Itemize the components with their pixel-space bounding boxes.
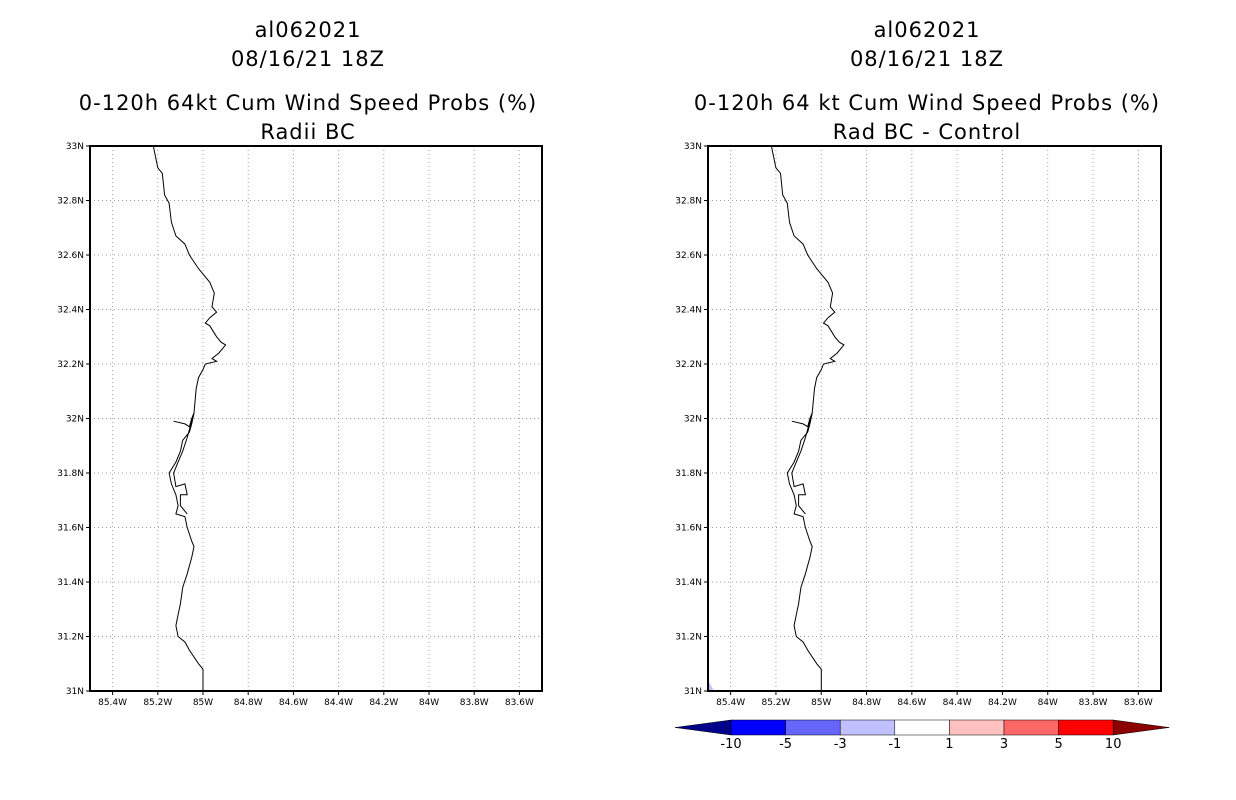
- left-lat-label: 31.4N: [57, 578, 84, 588]
- right-lat-label: 31.6N: [675, 524, 702, 534]
- right-coastline-inner: [791, 412, 813, 515]
- colorbar-swatch: [730, 719, 786, 736]
- colorbar-label: -3: [834, 737, 847, 752]
- right-lon-label: 84W: [1038, 698, 1058, 708]
- colorbar-swatch: [949, 719, 1005, 736]
- right-lat-label: 32.8N: [675, 197, 702, 207]
- colorbar-swatch: [839, 719, 896, 736]
- left-product-title: 0-120h 64kt Cum Wind Speed Probs (%): [78, 91, 538, 115]
- right-lat-label: 32.6N: [675, 251, 702, 261]
- colorbar-label: 1: [945, 737, 953, 752]
- right-lat-label: 33N: [684, 142, 702, 152]
- right-subtitle: Rad BC - Control: [832, 120, 1022, 144]
- colorbar-label: 3: [1000, 737, 1008, 752]
- left-coastline-inner: [173, 412, 195, 515]
- left-lon-label: 84.4W: [324, 698, 353, 708]
- left-lat-label: 32.8N: [57, 197, 84, 207]
- right-lon-label: 84.6W: [897, 698, 926, 708]
- left-lat-label: 31.8N: [57, 469, 84, 479]
- left-lat-label: 31.6N: [57, 524, 84, 534]
- right-lon-label: 85.2W: [761, 698, 790, 708]
- right-storm-id: al062021: [873, 18, 981, 42]
- left-lat-label: 31.2N: [57, 633, 84, 643]
- left-lon-label: 85W: [193, 698, 213, 708]
- colorbar-swatch: [1058, 719, 1114, 736]
- right-lat-label: 31N: [684, 687, 702, 697]
- left-lat-labels: 33N 32.8N 32.6N 32.4N 32.2N 32N 31.8N 31.6N 31.4…: [57, 142, 90, 697]
- colorbar-label: 5: [1054, 737, 1062, 752]
- right-lon-labels: 85.4W 85.2W 85W 84.8W 84.6W 84.4W 84.2W 84W 83.8…: [716, 691, 1153, 708]
- colorbar-label: 10: [1105, 737, 1122, 752]
- colorbar-swatch: [894, 719, 950, 736]
- left-lon-labels: 85.4W 85.2W 85W 84.8W 84.6W 84.4W 84.2W 84W 83.8…: [98, 691, 534, 708]
- right-lon-label: 84.8W: [852, 698, 881, 708]
- right-panel-title-block: al062021 08/16/21 18Z 0-120h 64 kt Cum W…: [667, 16, 1187, 147]
- colorbar-swatch-high: [1112, 719, 1170, 736]
- right-lat-label: 31.8N: [675, 469, 702, 479]
- colorbar-swatch-low: [674, 719, 732, 736]
- left-gridlines: [90, 146, 542, 691]
- left-subtitle: Radii BC: [260, 120, 356, 144]
- left-datetime: 08/16/21 18Z: [230, 47, 386, 71]
- colorbar-label: -5: [779, 737, 792, 752]
- right-lat-label: 31.4N: [675, 578, 702, 588]
- right-lat-label: 31.2N: [675, 633, 702, 643]
- left-lat-label: 32N: [66, 415, 84, 425]
- right-lon-label: 83.6W: [1124, 698, 1153, 708]
- left-map: 33N 32.8N 32.6N 32.4N 32.2N 32N 31.8N 31.6N 31.4…: [57, 142, 543, 708]
- left-panel-title-block: al062021 08/16/21 18Z 0-120h 64kt Cum Wi…: [48, 16, 568, 147]
- left-lon-label: 84.2W: [369, 698, 398, 708]
- right-gridlines: [708, 146, 1161, 691]
- left-lon-label: 85.4W: [98, 698, 127, 708]
- left-lon-label: 84W: [419, 698, 439, 708]
- left-storm-id: al062021: [254, 18, 362, 42]
- colorbar: -10 -5 -3 -1 1 3 5 10: [674, 719, 1170, 752]
- left-lon-label: 84.6W: [279, 698, 308, 708]
- right-datetime: 08/16/21 18Z: [849, 47, 1005, 71]
- colorbar-label: -1: [888, 737, 901, 752]
- right-lat-labels: 33N 32.8N 32.6N 32.4N 32.2N 32N 31.8N 31.6N 31.4…: [675, 142, 708, 697]
- right-map: 33N 32.8N 32.6N 32.4N 32.2N 32N 31.8N 31.6N 31.4…: [675, 142, 1162, 708]
- right-lat-label: 32.2N: [675, 360, 702, 370]
- colorbar-label: -10: [720, 737, 741, 752]
- right-shaded-sliver: [708, 680, 714, 691]
- colorbar-swatch: [785, 719, 841, 736]
- left-lat-label: 33N: [66, 142, 84, 152]
- left-lat-label: 31N: [66, 687, 84, 697]
- left-lat-label: 32.6N: [57, 251, 84, 261]
- right-lat-label: 32N: [684, 415, 702, 425]
- left-lat-label: 32.2N: [57, 360, 84, 370]
- left-lat-label: 32.4N: [57, 306, 84, 316]
- right-lon-label: 85W: [811, 698, 831, 708]
- right-product-title: 0-120h 64 kt Cum Wind Speed Probs (%): [693, 91, 1161, 115]
- right-lon-label: 84.4W: [943, 698, 972, 708]
- right-coastline: [770, 145, 845, 691]
- right-lon-label: 84.2W: [988, 698, 1017, 708]
- left-lon-label: 83.8W: [460, 698, 489, 708]
- right-lon-label: 85.4W: [716, 698, 745, 708]
- right-lon-label: 83.8W: [1079, 698, 1108, 708]
- left-coastline: [152, 145, 227, 691]
- right-lat-label: 32.4N: [675, 306, 702, 316]
- left-lon-label: 83.6W: [505, 698, 534, 708]
- left-lon-label: 85.2W: [143, 698, 172, 708]
- colorbar-swatch: [1003, 719, 1059, 736]
- left-lon-label: 84.8W: [234, 698, 263, 708]
